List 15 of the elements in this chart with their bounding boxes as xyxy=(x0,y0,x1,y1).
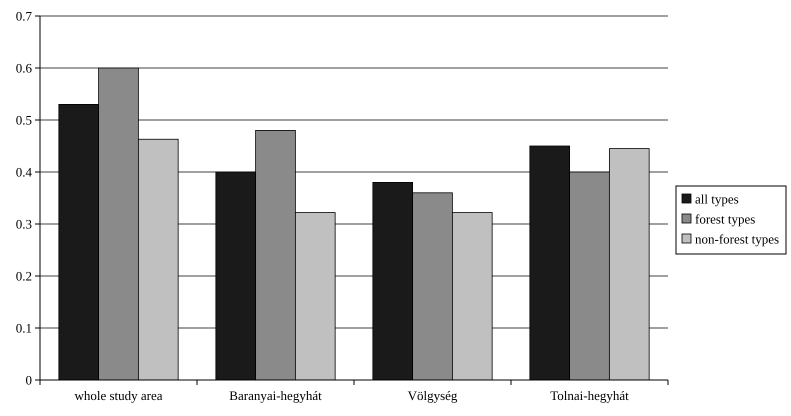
y-tick-label: 0.5 xyxy=(16,112,32,128)
y-tick-label: 0.2 xyxy=(16,268,32,284)
legend-label: non-forest types xyxy=(695,232,780,247)
y-tick-label: 0.3 xyxy=(16,216,32,232)
legend-label: forest types xyxy=(695,212,756,227)
x-tick-label: Völgység xyxy=(408,388,458,403)
y-tick-label: 0 xyxy=(26,372,32,388)
legend-label: all types xyxy=(695,192,739,207)
y-tick-label: 0.1 xyxy=(16,320,32,336)
x-tick-label: whole study area xyxy=(74,388,163,403)
x-tick-label: Baranyai-hegyhát xyxy=(229,388,322,403)
y-tick-label: 0.6 xyxy=(16,60,32,76)
y-tick-label: 0.4 xyxy=(16,164,32,180)
y-tick-label: 0.7 xyxy=(16,8,32,24)
x-tick-label: Tolnai-hegyhát xyxy=(550,388,630,403)
